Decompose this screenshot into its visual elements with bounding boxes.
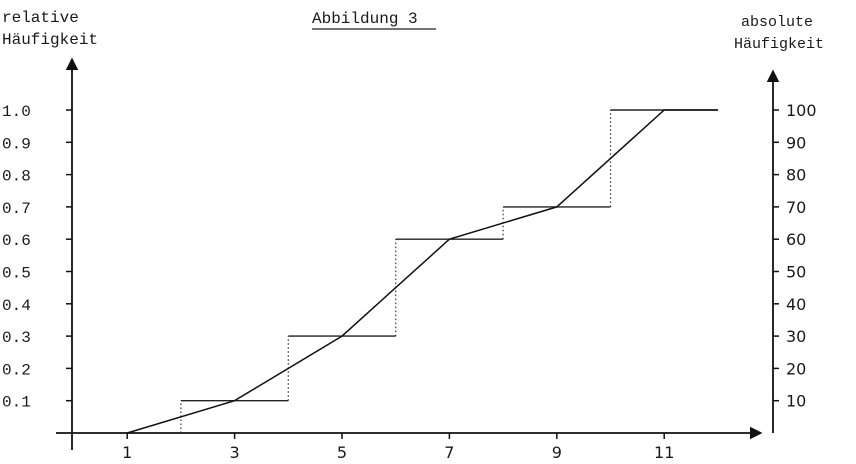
- left-tick-label: 1.0: [2, 103, 31, 121]
- left-tick-label: 0.5: [2, 265, 31, 283]
- right-tick-label: 20: [786, 359, 806, 378]
- right-tick-label: 80: [786, 166, 806, 185]
- x-tick-label: 11: [654, 443, 674, 462]
- x-tick-label: 7: [444, 443, 454, 462]
- left-tick-label: 0.9: [2, 135, 31, 153]
- x-tick-label: 5: [337, 443, 347, 462]
- left-tick-label: 0.2: [2, 361, 31, 379]
- chart-title: Abbildung 3: [312, 10, 418, 28]
- right-tick-label: 40: [786, 295, 806, 314]
- series-group: [126, 109, 718, 434]
- x-tick-label: 1: [122, 443, 132, 462]
- left-tick-label: 0.1: [2, 394, 31, 412]
- right-tick-label: 10: [786, 392, 806, 411]
- right-tick-label: 100: [786, 101, 817, 120]
- left-axis-label-line1: relative: [2, 9, 79, 27]
- right-ticks: 10 20 30 40 50 60 70 80 90 100: [773, 101, 817, 411]
- x-tick-label: 3: [230, 443, 240, 462]
- left-axis-label-line2: Häufigkeit: [2, 31, 98, 49]
- right-axis-label-line2: Häufigkeit: [734, 36, 824, 53]
- right-tick-label: 90: [786, 133, 806, 152]
- frequency-polygon-line: [126, 109, 718, 434]
- x-tick-label: 9: [552, 443, 562, 462]
- left-ticks: 0.1 0.2 0.3 0.4 0.5 0.6 0.7 0.8 0.9 1.0: [2, 103, 72, 412]
- left-tick-label: 0.7: [2, 200, 31, 218]
- left-tick-label: 0.6: [2, 232, 31, 250]
- right-tick-label: 50: [786, 263, 806, 282]
- left-tick-label: 0.3: [2, 329, 31, 347]
- right-axis-label-line1: absolute: [741, 14, 813, 31]
- x-ticks: 1 3 5 7 9 11: [122, 433, 674, 462]
- right-tick-label: 30: [786, 327, 806, 346]
- right-tick-label: 70: [786, 198, 806, 217]
- right-tick-label: 60: [786, 230, 806, 249]
- left-tick-label: 0.8: [2, 168, 31, 186]
- left-tick-label: 0.4: [2, 297, 31, 315]
